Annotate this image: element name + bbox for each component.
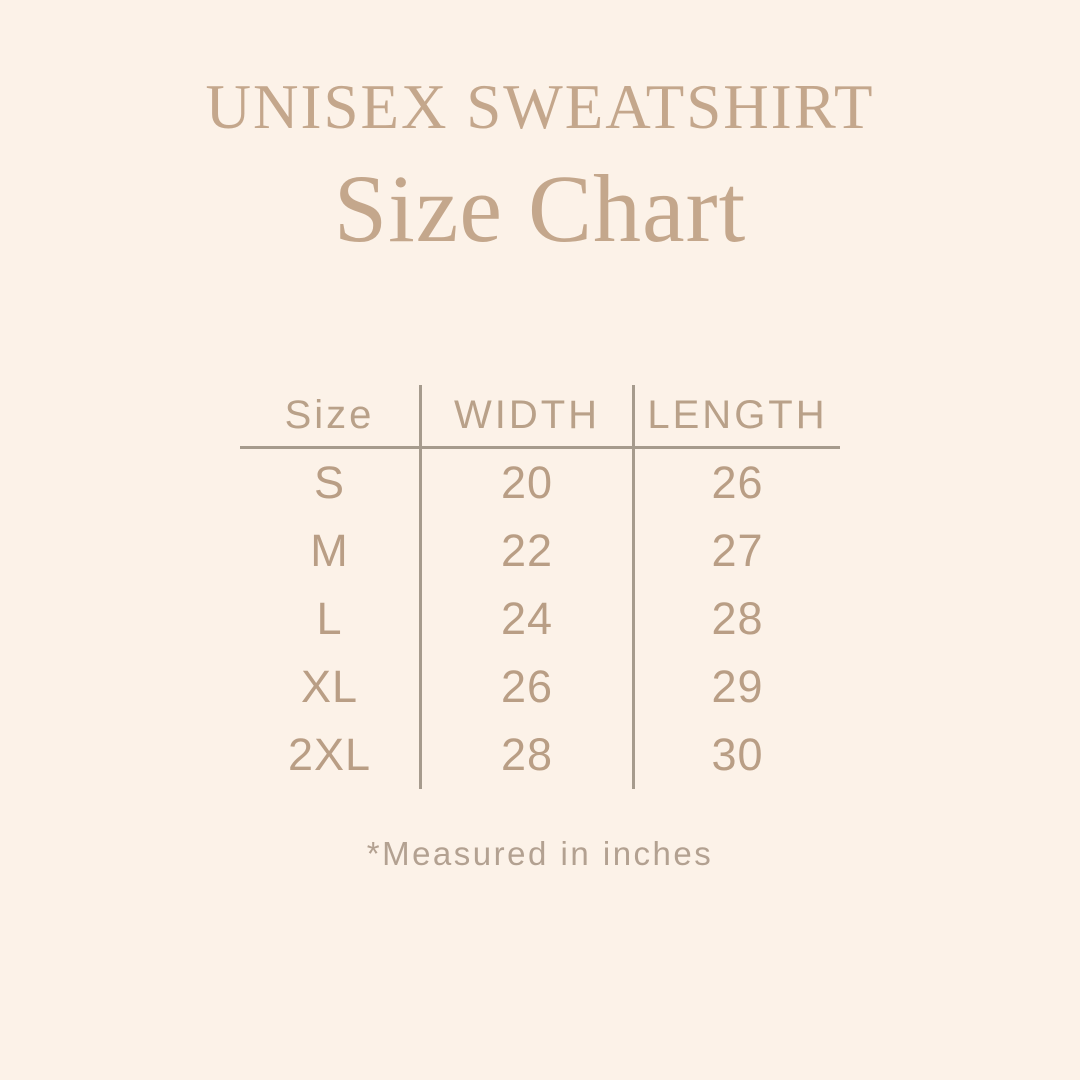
width-cell: 24: [422, 585, 635, 653]
length-cell: 27: [711, 525, 764, 576]
table-row: 2XL 28 30: [240, 721, 840, 789]
width-cell: 28: [422, 721, 635, 789]
length-cell: 30: [711, 729, 764, 780]
table-header-row: Size WIDTH LENGTH: [240, 385, 840, 449]
size-cell: 2XL: [240, 721, 422, 789]
page-title: UNISEX SWEATSHIRT: [205, 72, 875, 142]
table-row: XL 26 29: [240, 653, 840, 721]
length-cell: 28: [711, 593, 764, 644]
table-row: M 22 27: [240, 517, 840, 585]
size-cell: L: [240, 585, 422, 653]
column-header-length: LENGTH: [635, 385, 840, 449]
size-chart-table: Size WIDTH LENGTH S 20 26 M 22 27 L 24 2…: [240, 385, 840, 789]
size-cell: XL: [240, 653, 422, 721]
length-cell: 29: [711, 661, 764, 712]
measurement-note: *Measured in inches: [366, 835, 714, 872]
table-row: S 20 26: [240, 449, 840, 517]
table-body: S 20 26 M 22 27 L 24 28 XL 26 29 2XL: [240, 449, 840, 789]
width-cell: 22: [422, 517, 635, 585]
column-header-size: Size: [240, 385, 422, 449]
page-subtitle: Size Chart: [333, 155, 747, 262]
table-row: L 24 28: [240, 585, 840, 653]
length-cell: 26: [711, 457, 764, 508]
width-cell: 20: [422, 449, 635, 517]
width-cell: 26: [422, 653, 635, 721]
column-header-width: WIDTH: [422, 385, 635, 449]
size-cell: M: [240, 517, 422, 585]
size-cell: S: [240, 449, 422, 517]
